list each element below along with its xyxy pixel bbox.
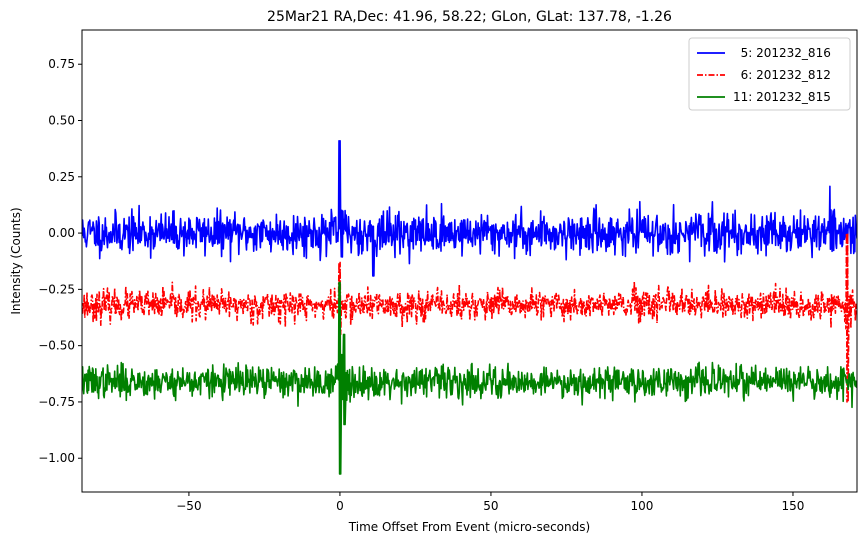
y-tick-label: −0.50 [38, 339, 75, 353]
series-trace-2 [82, 232, 857, 403]
data-traces [82, 140, 857, 475]
x-tick-label: 50 [483, 499, 498, 513]
x-tick-label: −50 [176, 499, 201, 513]
x-tick-label: 0 [336, 499, 344, 513]
legend-box [688, 37, 851, 111]
y-tick-label: 0.25 [48, 170, 75, 184]
y-tick-label: 0.00 [48, 226, 75, 240]
chart-title: 25Mar21 RA,Dec: 41.96, 58.22; GLon, GLat… [267, 9, 672, 25]
legend-label: 6: 201232_812 [733, 68, 831, 82]
series-trace-3 [82, 281, 857, 475]
legend-label: 11: 201232_815 [733, 90, 831, 104]
plot-frame [81, 29, 858, 493]
x-tick-label: 100 [631, 499, 654, 513]
legend-label: 5: 201232_816 [733, 46, 831, 60]
y-axis-label: Intensity (Counts) [9, 207, 23, 314]
y-tick-label: −0.75 [38, 395, 75, 409]
legend: 5: 201232_816 6: 201232_812 11: 201232_81… [688, 37, 851, 111]
series-trace-1 [82, 140, 857, 277]
y-tick-label: 0.50 [48, 114, 75, 128]
x-axis-label: Time Offset From Event (micro-seconds) [348, 520, 590, 534]
x-tick-label: 150 [782, 499, 805, 513]
y-axis: 0.75 0.50 0.25 0.00 −0.25 −0.50 −0.75 −1.00 [38, 57, 82, 465]
y-tick-label: 0.75 [48, 57, 75, 71]
x-axis: −50 0 50 100 150 [176, 492, 804, 513]
y-tick-label: −0.25 [38, 282, 75, 296]
y-tick-label: −1.00 [38, 451, 75, 465]
